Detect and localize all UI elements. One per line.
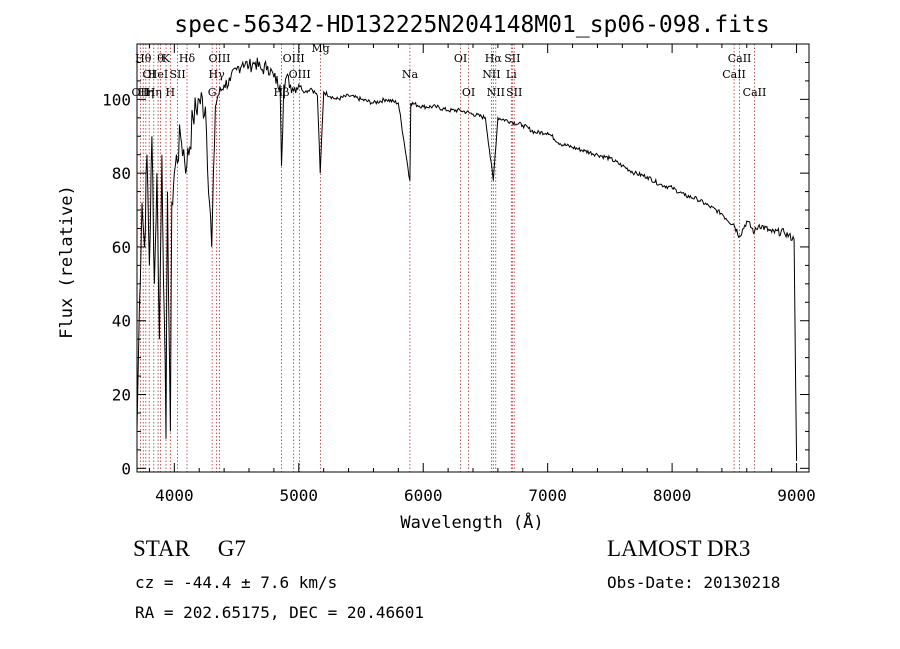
x-tick-label: 6000 [404, 486, 443, 505]
spectral-line-markers [139, 44, 755, 472]
y-tick-label: 20 [112, 386, 131, 405]
line-label-li: Li [506, 68, 517, 81]
line-label-nii: NII [487, 86, 505, 99]
y-tick-label: 100 [102, 90, 131, 109]
coordinates-text: RA = 202.65175, DEC = 20.46601 [135, 603, 424, 622]
x-tick-label: 4000 [155, 486, 194, 505]
line-label-oi: OI [462, 86, 475, 99]
velocity-text: cz = -44.4 ± 7.6 km/s [135, 573, 338, 592]
line-label-oi: OI [454, 52, 467, 65]
spectral-line-labels: OIIHθHηOIHηHeIθKHSIIHδGHγOIIIHβOIIIOIIIM… [132, 42, 767, 99]
subclass-label: G7 [217, 536, 246, 561]
object-class: STAR G7 [133, 536, 246, 562]
x-tick-label: 8000 [653, 486, 692, 505]
line-label-θ: θ [157, 52, 164, 65]
line-label-caii: CaII [743, 86, 767, 99]
obs-date-text: Obs-Date: 20130218 [607, 573, 781, 592]
line-label-hα: Hα [485, 52, 503, 65]
line-label-oi: OI [143, 68, 156, 81]
line-label-oiii: OIII [283, 52, 305, 65]
line-label-caii: CaII [728, 52, 752, 65]
line-label-nii: NII [482, 68, 500, 81]
line-label-na: Na [402, 68, 419, 81]
line-label-hei: HeI [148, 68, 168, 81]
x-tick-label: 7000 [528, 486, 567, 505]
axes: 4000 5000 6000 7000 8000 9000 0 20 40 60 80 100 [102, 43, 816, 505]
line-label-caii: CaII [722, 68, 746, 81]
y-tick-label: 60 [112, 238, 131, 257]
line-label-hγ: Hγ [209, 68, 226, 81]
line-label-h: H [166, 86, 176, 99]
y-tick-label: 40 [112, 312, 131, 331]
line-label-hβ: Hβ [274, 86, 290, 99]
line-label-hη: Hη [138, 86, 154, 99]
line-label-g: G [208, 86, 217, 99]
x-tick-label: 9000 [777, 486, 816, 505]
x-tick-label: 5000 [280, 486, 319, 505]
line-label-hη: Hη [146, 86, 162, 99]
line-label-sii: SII [504, 52, 520, 65]
line-label-sii: SII [169, 68, 185, 81]
y-axis-label: Flux (relative) [57, 185, 77, 339]
line-label-oiii: OIII [208, 52, 230, 65]
class-label: STAR [133, 536, 190, 561]
line-label-mg: Mg [311, 42, 329, 55]
chart-title: spec-56342-HD132225N204148M01_sp06-098.f… [174, 12, 769, 38]
spectrum-series [136, 57, 798, 461]
line-label-k: K [162, 52, 171, 65]
x-axis-label: Wavelength (Å) [400, 511, 543, 533]
line-label-hδ: Hδ [179, 52, 196, 65]
y-tick-label: 0 [121, 459, 131, 478]
line-label-sii: SII [506, 86, 522, 99]
y-tick-label: 80 [112, 164, 131, 183]
line-label-hθ: Hθ [135, 52, 152, 65]
line-label-oiii: OIII [289, 68, 311, 81]
survey-label: LAMOST DR3 [607, 536, 751, 561]
spectrum-line [136, 57, 798, 461]
line-label-oii: OII [132, 86, 150, 99]
